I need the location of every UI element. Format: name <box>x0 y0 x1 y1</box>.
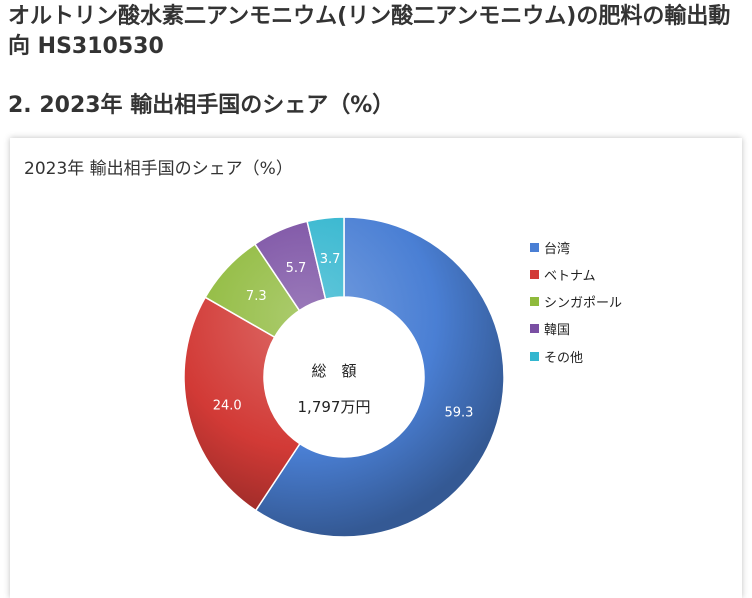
chart-legend: 台湾ベトナムシンガポール 韓国その他 <box>530 240 622 376</box>
legend-item-3: シンガポール <box>530 295 623 312</box>
legend-label: ベトナム <box>544 268 596 284</box>
slice-5 <box>306 216 345 301</box>
legend-swatch <box>530 269 539 279</box>
slice-1 <box>254 216 505 538</box>
center-total-value: 1,797万円 <box>297 398 371 416</box>
legend-label: 韓国 <box>544 323 571 339</box>
legend-item-1: 台湾 <box>530 240 622 257</box>
data-label-1: 59.3 <box>444 406 473 421</box>
chart-title: 2023年 輸出相手国のシェア（%） <box>24 159 293 179</box>
legend-swatch <box>530 351 539 361</box>
legend-item-2: ベトナム <box>530 267 622 284</box>
slice-2 <box>183 296 301 512</box>
legend-label: その他 <box>544 350 584 366</box>
legend-item-5: その他 <box>530 349 622 366</box>
doughnut-chart: 59.3 24.0 7.3 5.7 3.7 <box>183 216 505 538</box>
legend-item-4: 韓国 <box>530 322 622 339</box>
legend-swatch <box>530 242 539 252</box>
chart-data-labels: 59.3 24.0 7.3 5.7 3.7 <box>213 252 474 421</box>
data-label-3: 7.3 <box>246 289 267 304</box>
chart-card: 2023年 輸出相手国のシェア（%） 59.3 24.0 7.3 5.7 3.7 総 額… <box>10 138 742 598</box>
chart-slices <box>183 216 505 538</box>
legend-swatch <box>530 324 539 334</box>
section-title: 2. 2023年 輸出相手国のシェア（%） <box>8 93 395 118</box>
legend-label: シンガポール <box>544 296 623 312</box>
page-title: オルトリン酸水素二アンモニウム(リン酸二アンモニウム)の肥料の輸出動向 HS31… <box>8 4 731 59</box>
center-total-label: 総 額 <box>311 362 357 380</box>
legend-swatch <box>530 297 539 307</box>
data-label-2: 24.0 <box>213 399 242 414</box>
data-label-4: 5.7 <box>286 261 307 276</box>
data-label-5: 3.7 <box>320 252 341 267</box>
legend-label: 台湾 <box>544 241 571 257</box>
